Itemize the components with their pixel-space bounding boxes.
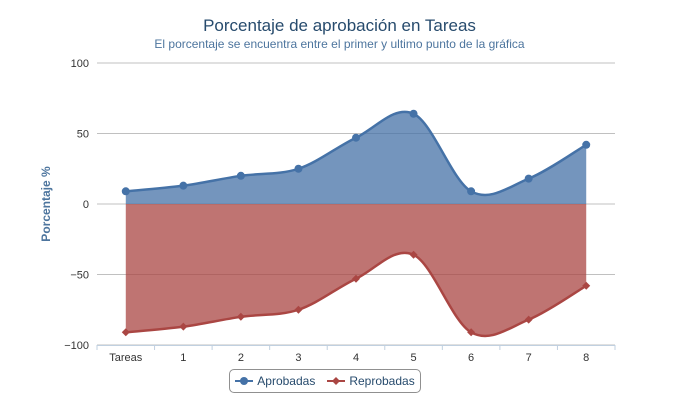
data-point-aprobadas xyxy=(524,174,533,183)
legend-marker-aprobadas xyxy=(235,377,254,385)
y-tick-label: 0 xyxy=(83,199,89,211)
x-tick-label: 6 xyxy=(468,352,474,364)
legend-item-reprobadas[interactable]: Reprobadas xyxy=(327,374,415,388)
x-tick-label: 8 xyxy=(583,352,589,364)
legend-label-aprobadas: Aprobadas xyxy=(257,374,316,388)
chart-subtitle: El porcentaje se encuentra entre el prim… xyxy=(154,37,525,51)
data-point-reprobadas xyxy=(467,328,476,337)
x-tick-label: Tareas xyxy=(109,352,143,364)
y-tick-label: 100 xyxy=(71,58,89,70)
data-point-aprobadas xyxy=(467,187,476,196)
series-line-aprobadas xyxy=(125,110,587,197)
data-point-reprobadas xyxy=(294,305,303,314)
y-tick-label: 50 xyxy=(77,129,89,141)
data-point-reprobadas xyxy=(582,281,591,290)
chart-title: Porcentaje de aprobación en Tareas xyxy=(203,16,476,35)
chart-legend: Aprobadas Reprobadas xyxy=(229,369,421,393)
area-aprobadas xyxy=(125,111,587,204)
legend-item-aprobadas[interactable]: Aprobadas xyxy=(235,374,315,388)
x-tick-label: 5 xyxy=(410,352,416,364)
x-tick-label: 2 xyxy=(238,352,244,364)
data-point-reprobadas xyxy=(409,250,418,259)
legend-marker-reprobadas xyxy=(327,377,346,385)
x-tick-label: 3 xyxy=(295,352,301,364)
data-point-aprobadas xyxy=(179,181,188,190)
data-point-reprobadas xyxy=(121,328,130,337)
x-tick-label: 7 xyxy=(526,352,532,364)
x-tick-label: 1 xyxy=(180,352,186,364)
data-point-reprobadas xyxy=(179,322,188,331)
data-point-aprobadas xyxy=(582,140,591,149)
y-tick-label: −50 xyxy=(70,270,89,282)
data-point-aprobadas xyxy=(352,133,360,142)
x-tick-label: 4 xyxy=(353,352,359,364)
data-point-reprobadas xyxy=(352,274,360,283)
data-point-aprobadas xyxy=(236,171,245,180)
series-line-reprobadas xyxy=(125,251,587,338)
data-point-reprobadas xyxy=(524,315,533,324)
data-point-aprobadas xyxy=(294,164,303,173)
y-tick-label: −100 xyxy=(64,340,89,352)
data-point-reprobadas xyxy=(236,312,245,321)
legend-label-reprobadas: Reprobadas xyxy=(349,374,415,388)
area-reprobadas xyxy=(125,204,587,336)
y-axis-title: Porcentaje % xyxy=(39,166,53,242)
data-point-aprobadas xyxy=(121,187,130,196)
data-point-aprobadas xyxy=(409,109,418,118)
